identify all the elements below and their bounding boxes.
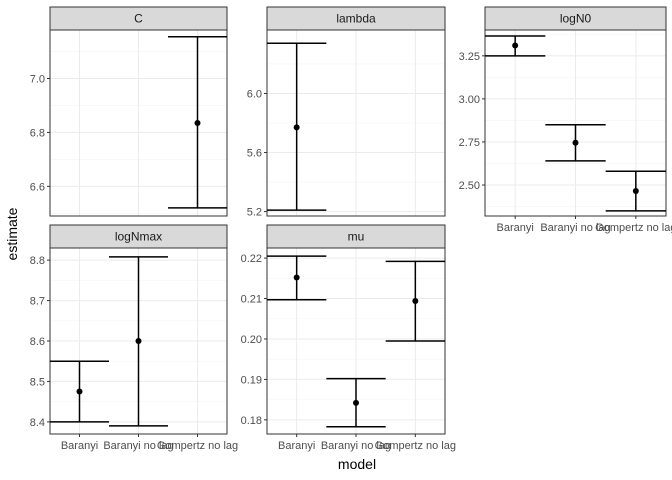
estimate-point xyxy=(512,42,519,49)
x-tick-label: Baranyi no lag xyxy=(540,222,610,234)
facet-strip-label: logNmax xyxy=(115,230,162,244)
y-tick-label: 0.18 xyxy=(241,415,262,427)
errorbar xyxy=(109,256,168,427)
y-tick-label: 8.7 xyxy=(30,296,45,308)
facet-panels: 6.6 6.8 7.0 C 5.2 5.6 6.0 lambda 2.50 2.75 3.00 3.2… xyxy=(30,6,672,452)
facet-strip xyxy=(266,6,446,31)
y-tick-label: 6.0 xyxy=(247,88,262,100)
errorbar xyxy=(485,35,546,57)
errorbar xyxy=(168,35,227,209)
errorbar xyxy=(326,377,386,428)
y-tick-label: 2.50 xyxy=(459,180,480,192)
y-tick-label: 8.6 xyxy=(30,336,45,348)
facet-strip-label: C xyxy=(134,12,143,26)
y-tick-label: 8.4 xyxy=(30,417,45,429)
x-tick-label: Baranyi no lag xyxy=(321,440,391,452)
y-tick-label: 0.21 xyxy=(241,294,262,306)
y-tick-label: 6.8 xyxy=(30,127,45,139)
y-tick-label: 3.25 xyxy=(459,51,480,63)
estimate-point xyxy=(572,139,579,146)
x-tick-label: Baranyi xyxy=(278,440,315,452)
facet-lognmax: 8.4 8.5 8.6 8.7 8.8 logNmax Baranyi Baranyi no … xyxy=(30,224,238,452)
estimate-point xyxy=(293,274,300,281)
facet-logn0: 2.50 2.75 3.00 3.25 logN0 Baranyi Baranyi no l… xyxy=(459,6,672,234)
x-axis-title: model xyxy=(338,456,376,472)
facet-strip xyxy=(484,6,667,31)
errorbar xyxy=(385,260,445,342)
x-tick-label: Gompertz no lag xyxy=(595,222,672,234)
y-tick-label: 3.00 xyxy=(459,94,480,106)
facet-strip xyxy=(266,224,446,249)
y-tick-label: 0.19 xyxy=(241,374,262,386)
estimate-point xyxy=(353,399,359,406)
errorbar xyxy=(605,170,666,212)
y-tick-label: 0.20 xyxy=(241,334,262,346)
facet-c: 6.6 6.8 7.0 C xyxy=(30,6,228,217)
x-tick-label: Baranyi xyxy=(497,222,534,234)
y-tick-label: 8.8 xyxy=(30,255,45,267)
facet-mu: 0.18 0.19 0.20 0.21 0.22 mu Baranyi Baranyi no … xyxy=(241,224,456,452)
x-tick-label: Baranyi xyxy=(61,440,98,452)
y-axis-title: estimate xyxy=(4,207,20,260)
x-tick-label: Baranyi no lag xyxy=(103,440,173,452)
facet-lambda: 5.2 5.6 6.0 lambda xyxy=(247,6,446,219)
facet-strip-label: lambda xyxy=(336,12,376,26)
errorbar xyxy=(267,255,327,301)
estimate-point xyxy=(194,120,201,126)
y-tick-label: 6.6 xyxy=(30,181,45,193)
facet-strip-label: logN0 xyxy=(560,12,592,26)
estimate-point xyxy=(632,188,639,195)
y-tick-label: 5.2 xyxy=(247,207,262,219)
y-tick-label: 2.75 xyxy=(459,137,480,149)
errorbar xyxy=(50,360,109,423)
estimate-point xyxy=(412,297,419,304)
facet-strip xyxy=(49,224,228,249)
facet-strip-label: mu xyxy=(348,230,365,244)
y-tick-label: 0.22 xyxy=(241,253,262,265)
x-tick-label: Gompertz no lag xyxy=(157,440,238,452)
y-tick-label: 7.0 xyxy=(30,74,45,86)
facet-strip xyxy=(49,6,228,31)
errorbar xyxy=(545,123,606,162)
x-tick-label: Gompertz no lag xyxy=(375,440,456,452)
y-tick-label: 5.6 xyxy=(247,148,262,160)
estimate-point xyxy=(293,124,300,131)
estimate-point xyxy=(76,388,83,395)
estimate-point xyxy=(135,338,142,344)
errorbar xyxy=(267,42,327,211)
y-tick-label: 8.5 xyxy=(30,376,45,388)
